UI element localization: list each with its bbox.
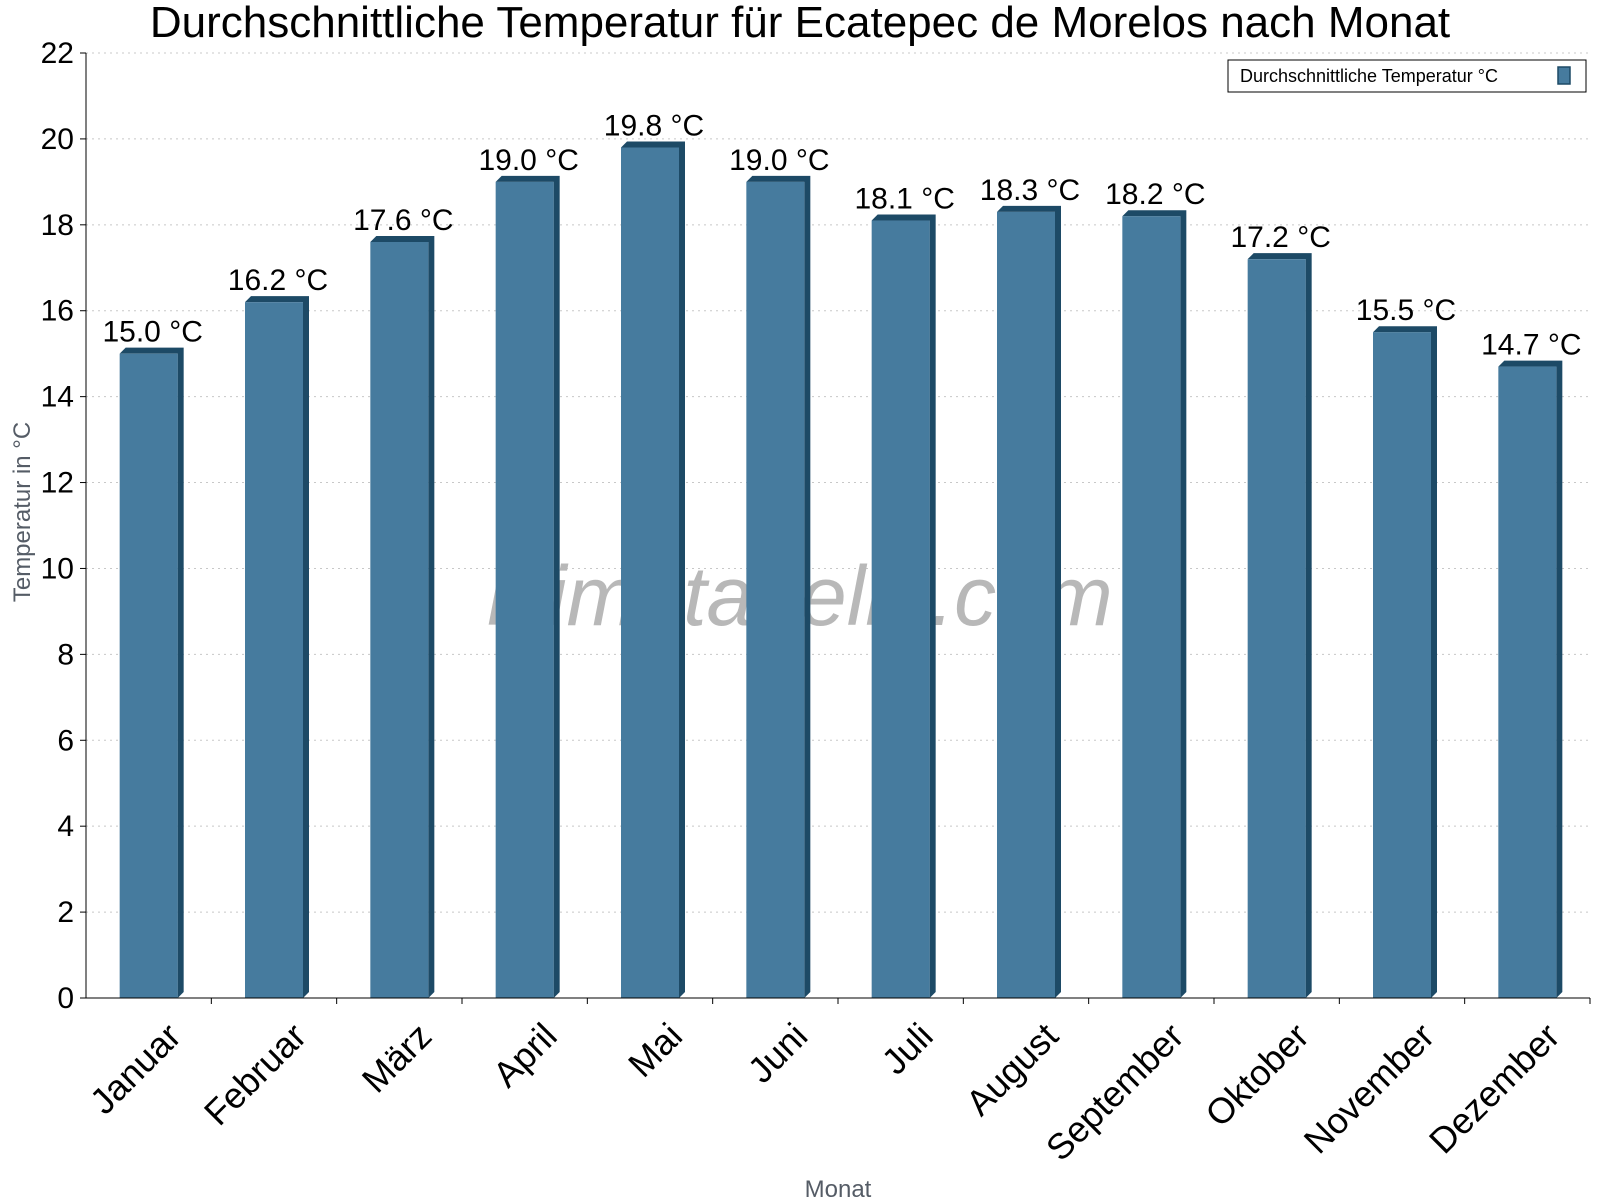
legend-label: Durchschnittliche Temperatur °C (1240, 66, 1498, 86)
data-label: 19.0 °C (729, 144, 829, 177)
data-label: 19.0 °C (478, 144, 578, 177)
data-label: 16.2 °C (228, 264, 328, 297)
y-tick-label: 12 (41, 467, 74, 500)
y-tick-label: 22 (41, 37, 74, 70)
bar (871, 220, 930, 999)
y-tick-label: 2 (57, 896, 74, 929)
x-tick-label: März (354, 1015, 440, 1101)
bar (1498, 366, 1557, 998)
y-tick-label: 0 (57, 982, 74, 1015)
bar (495, 181, 554, 998)
y-tick-label: 16 (41, 295, 74, 328)
x-tick-label: Mai (620, 1015, 690, 1085)
legend-box (1227, 59, 1587, 93)
bar (119, 353, 178, 998)
bar (1247, 259, 1306, 998)
bar (746, 181, 805, 998)
y-axis-title: Temperatur in °C (9, 422, 36, 602)
x-tick-label: Juni (740, 1015, 816, 1091)
bar (997, 211, 1055, 998)
x-axis-title: Monat (805, 1176, 872, 1200)
data-label: 14.7 °C (1481, 329, 1581, 362)
chart-title: Durchschnittliche Temperatur für Ecatepe… (150, 0, 1450, 47)
x-tick-label: November (1296, 1015, 1442, 1161)
data-label: 18.1 °C (854, 183, 954, 216)
bar (370, 242, 429, 998)
legend-swatch (1557, 66, 1571, 85)
data-label: 18.2 °C (1105, 178, 1205, 211)
y-tick-label: 4 (57, 810, 74, 843)
y-tick-label: 18 (41, 209, 74, 242)
bars: 15.0 °C 16.2 °C 17.6 °C 19.0 °C 19.8 °C 19.0 … (102, 110, 1582, 999)
x-tick-label: April (485, 1015, 565, 1095)
bar (1122, 216, 1181, 998)
y-tick-label: 20 (41, 123, 74, 156)
x-tick-label: August (958, 1015, 1066, 1123)
data-label: 19.8 °C (604, 110, 704, 143)
x-tick-label: Dezember (1421, 1015, 1567, 1161)
grid-lines (86, 52, 1590, 913)
y-tick-label: 10 (41, 552, 74, 585)
x-tick-label: Januar (82, 1015, 189, 1122)
data-label: 17.2 °C (1230, 221, 1330, 254)
data-label: 15.0 °C (102, 316, 202, 349)
x-tick-label: Juli (873, 1015, 940, 1082)
data-label: 17.6 °C (353, 204, 453, 237)
bar (1373, 332, 1431, 998)
x-tick-label: Februar (196, 1015, 314, 1133)
data-label: 15.5 °C (1356, 294, 1456, 327)
y-tick-label: 8 (57, 638, 74, 671)
x-tick-label: Oktober (1197, 1015, 1317, 1135)
data-label: 18.3 °C (980, 174, 1080, 207)
legend: Durchschnittliche Temperatur °C (1227, 59, 1587, 93)
bar (621, 147, 679, 998)
y-tick-label: 6 (57, 724, 74, 757)
y-tick-label: 14 (41, 381, 74, 414)
x-tick-label: September (1038, 1015, 1192, 1169)
bar (245, 302, 303, 998)
